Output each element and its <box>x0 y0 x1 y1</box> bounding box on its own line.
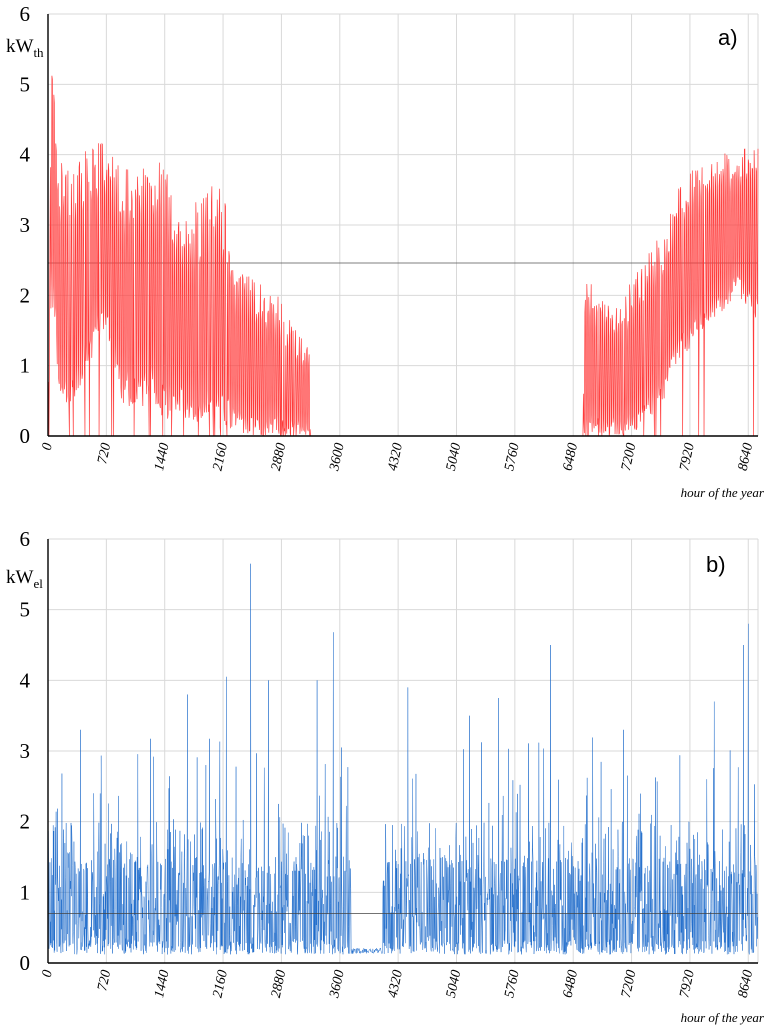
x-tick-label: 2160 <box>210 442 230 473</box>
x-tick-label: 3600 <box>327 969 348 1000</box>
y-tick-label: 4 <box>20 668 31 692</box>
axes-a <box>47 14 758 437</box>
y-unit-label-b: kWel <box>6 567 43 591</box>
y-tick-label: 1 <box>20 354 31 378</box>
x-tick-label: 2880 <box>269 969 289 1000</box>
x-tick-label: 6480 <box>561 969 581 1000</box>
x-tick-label: 1440 <box>152 442 172 473</box>
x-axis-label-a: hour of the year <box>681 485 765 500</box>
series-thermal <box>47 75 759 438</box>
panel-label-a: a) <box>718 25 738 50</box>
y-tick-label: 4 <box>20 143 31 167</box>
chart-panel-b: 0 1 2 3 4 5 6 0 720 1440 2160 2880 3600 4320 5040 5760… <box>6 527 765 1025</box>
y-tick-label: 1 <box>20 880 31 904</box>
x-tick-label: 4320 <box>386 442 406 473</box>
x-tick-label: 1440 <box>152 969 172 1000</box>
x-tick-label: 8640 <box>736 442 756 473</box>
y-tick-label: 5 <box>20 72 31 96</box>
x-axis-label-b: hour of the year <box>681 1010 765 1025</box>
y-ticks-a: 0 1 2 3 4 5 6 <box>20 2 31 448</box>
y-unit-subscript-b: el <box>33 576 43 591</box>
x-tick-label: 3600 <box>327 442 348 473</box>
y-tick-label: 6 <box>20 527 31 551</box>
x-tick-label: 5760 <box>502 969 522 1000</box>
x-tick-label: 7920 <box>677 442 697 473</box>
x-tick-label: 5040 <box>444 969 464 1000</box>
y-unit-subscript-a: th <box>33 45 44 60</box>
x-tick-label: 2880 <box>269 442 289 473</box>
series-line-electric <box>47 563 759 955</box>
x-tick-label: 7200 <box>619 442 639 473</box>
x-tick-label: 2160 <box>210 969 230 1000</box>
x-tick-label: 0 <box>40 442 56 452</box>
x-tick-label: 5040 <box>444 442 464 473</box>
series-electric <box>47 563 759 955</box>
series-line-thermal <box>47 75 759 438</box>
y-unit-label-a: kWth <box>6 36 44 60</box>
grid-a <box>47 13 759 437</box>
axes-b <box>47 539 758 964</box>
x-tick-label: 8640 <box>736 969 756 1000</box>
x-tick-label: 5760 <box>502 442 522 473</box>
x-tick-label: 0 <box>40 969 56 979</box>
x-tick-label: 720 <box>95 442 114 466</box>
y-tick-label: 3 <box>20 739 31 763</box>
y-ticks-b: 0 1 2 3 4 5 6 <box>20 527 31 975</box>
x-tick-label: 4320 <box>386 969 406 1000</box>
chart-panel-a: 0 1 2 3 4 5 6 0 720 1440 2160 2880 3600 4320 5040 5760… <box>6 2 765 500</box>
y-tick-label: 2 <box>20 810 31 834</box>
x-tick-label: 720 <box>95 969 114 993</box>
y-tick-label: 5 <box>20 598 31 622</box>
panel-label-b: b) <box>706 552 726 577</box>
y-tick-label: 0 <box>20 424 31 448</box>
x-tick-label: 7920 <box>677 969 697 1000</box>
x-tick-label: 7200 <box>619 969 639 1000</box>
y-tick-label: 2 <box>20 283 31 307</box>
y-tick-label: 0 <box>20 951 31 975</box>
x-ticks-a: 0 720 1440 2160 2880 3600 4320 5040 5760 6480 7200… <box>40 442 756 473</box>
y-tick-label: 6 <box>20 2 31 26</box>
y-tick-label: 3 <box>20 213 31 237</box>
x-ticks-b: 0 720 1440 2160 2880 3600 4320 5040 5760 6480 7200… <box>40 969 756 1000</box>
x-tick-label: 6480 <box>561 442 581 473</box>
